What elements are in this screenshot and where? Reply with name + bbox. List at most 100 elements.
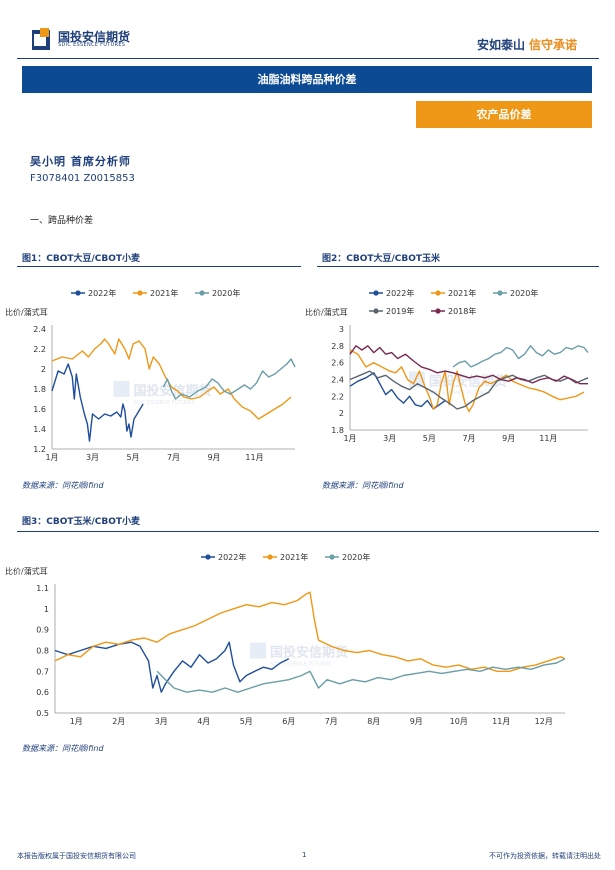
y-tick-label: 2.4	[331, 376, 344, 385]
legend-label: 2020年	[212, 288, 240, 298]
legend-label: 2022年	[88, 288, 116, 298]
series-line-2018年	[349, 345, 588, 385]
footer-disclaimer: 不可作为投资依据，转载请注明出处	[489, 852, 601, 860]
series-line-2022年	[349, 372, 446, 410]
x-tick-label: 1月	[45, 453, 58, 462]
y-tick-label: 2	[339, 409, 344, 418]
x-tick-label: 3月	[86, 453, 99, 462]
legend-label: 2021年	[448, 288, 476, 298]
category-tag: 农产品价差	[416, 101, 592, 128]
legend-label: 2018年	[448, 306, 476, 316]
legend-marker	[373, 290, 379, 296]
x-tick-label: 3月	[155, 717, 168, 726]
x-tick-label: 9月	[410, 717, 423, 726]
legend-marker	[373, 308, 379, 314]
logo-text-cn: 国投安信期货	[58, 30, 131, 44]
y-tick-label: 1.8	[331, 426, 344, 435]
y-tick-label: 2.2	[33, 345, 46, 354]
y-unit-label: 比价/蒲式耳	[5, 566, 48, 576]
legend-label: 2021年	[280, 552, 308, 562]
legend-marker	[435, 290, 441, 296]
y-tick-label: 2.8	[331, 342, 344, 351]
y-tick-label: 0.5	[36, 709, 49, 718]
y-tick-label: 0.8	[36, 647, 49, 656]
legend-marker	[75, 290, 81, 296]
series-line-2022年	[54, 641, 290, 693]
x-tick-label: 7月	[325, 717, 338, 726]
fig1-title: 图1：CBOT大豆/CBOT小麦	[22, 254, 141, 264]
fig3-title: 图3：CBOT玉米/CBOT小麦	[22, 517, 141, 527]
logo-text-en: SDIC ESSENCE FUTURES	[58, 42, 126, 48]
series-line-2020年	[452, 345, 589, 368]
series-line-2021年	[349, 349, 585, 413]
x-tick-label: 2月	[112, 717, 125, 726]
watermark-text-en: SDIC ESSENCE FUTURES	[429, 391, 490, 397]
y-tick-label: 0.9	[36, 626, 49, 635]
y-unit-label: 比价/蒲式耳	[5, 307, 48, 317]
fig2-source: 数据来源：同花顺ifind	[322, 481, 404, 490]
report-title: 油脂油料跨品种价差	[22, 66, 592, 93]
x-tick-label: 1月	[343, 434, 356, 443]
slogan-part-b: 信守承诺	[528, 38, 577, 52]
x-tick-label: 1月	[70, 717, 83, 726]
series-line-2020年	[162, 358, 296, 400]
series-line-2020年	[156, 658, 566, 693]
legend-label: 2021年	[150, 288, 178, 298]
y-tick-label: 2	[41, 365, 46, 374]
y-unit-label: 比价/蒲式耳	[305, 307, 348, 317]
y-tick-label: 3	[339, 325, 344, 334]
y-tick-label: 0.6	[36, 688, 49, 697]
series-line-2021年	[51, 338, 292, 420]
y-tick-label: 1.6	[33, 405, 46, 414]
legend-label: 2020年	[510, 288, 538, 298]
legend-marker	[205, 554, 211, 560]
slogan-part-a: 安如泰山	[476, 38, 525, 52]
logo: 国投安信期货 SDIC ESSENCE FUTURES	[32, 28, 142, 54]
x-tick-label: 11月	[539, 434, 557, 443]
x-tick-label: 9月	[502, 434, 515, 443]
x-tick-label: 11月	[492, 717, 510, 726]
fig1-source: 数据来源：同花顺ifind	[22, 481, 104, 490]
x-tick-label: 6月	[282, 717, 295, 726]
legend-marker	[137, 290, 143, 296]
fig2-title: 图2：CBOT大豆/CBOT玉米	[322, 254, 441, 264]
y-tick-label: 0.7	[36, 667, 49, 676]
watermark-logo-icon	[113, 381, 130, 397]
x-tick-label: 10月	[450, 717, 468, 726]
fig2-rule	[317, 266, 599, 267]
x-tick-label: 11月	[245, 453, 263, 462]
series-line-2022年	[51, 363, 144, 442]
logo-mark-icon	[32, 28, 50, 50]
section-heading: 一、跨品种价差	[30, 216, 94, 226]
legend-marker	[199, 290, 205, 296]
x-tick-label: 5月	[423, 434, 436, 443]
header-divider	[17, 58, 599, 59]
page-number: 1	[302, 851, 307, 859]
watermark-text-en: SDIC ESSENCE FUTURES	[270, 662, 331, 668]
x-tick-label: 4月	[197, 717, 210, 726]
fig3-rule	[17, 531, 599, 532]
legend-label: 2022年	[386, 288, 414, 298]
legend-label: 2019年	[386, 306, 414, 316]
y-tick-label: 2.4	[33, 325, 46, 334]
fig1-rule	[17, 266, 301, 267]
watermark-logo-icon	[250, 642, 266, 659]
y-tick-label: 2.2	[331, 392, 344, 401]
x-tick-label: 3月	[383, 434, 396, 443]
legend-marker	[435, 308, 441, 314]
y-tick-label: 1.1	[36, 584, 49, 593]
y-tick-label: 1.8	[33, 385, 46, 394]
x-tick-label: 9月	[207, 453, 220, 462]
legend-label: 2022年	[218, 552, 246, 562]
x-tick-label: 7月	[462, 434, 475, 443]
x-tick-label: 8月	[367, 717, 380, 726]
y-tick-label: 1	[44, 605, 49, 614]
x-tick-label: 7月	[167, 453, 180, 462]
x-tick-label: 5月	[126, 453, 139, 462]
x-tick-label: 12月	[535, 717, 553, 726]
series-line-2021年	[54, 591, 566, 672]
footer-copyright: 本报告版权属于国投安信期货有限公司	[17, 852, 136, 860]
